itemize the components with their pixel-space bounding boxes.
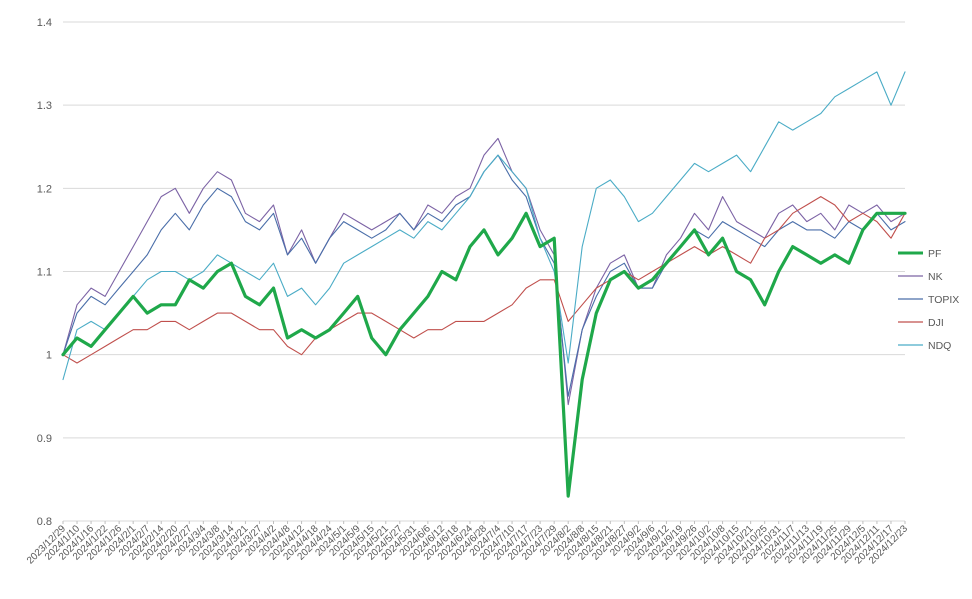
y-tick-label: 1.4	[37, 17, 52, 29]
x-axis-ticks: 2023/12/292024/1/102024/1/162024/1/22202…	[25, 521, 910, 567]
y-tick-label: 1.3	[37, 100, 52, 112]
y-tick-label: 0.9	[37, 433, 52, 445]
y-tick-label: 1.1	[37, 267, 52, 279]
y-tick-label: 1	[46, 350, 52, 362]
y-axis-ticks: 0.8 0.9 1 1.1 1.2 1.3 1.4	[37, 17, 52, 528]
legend: PF NK TOPIX DJI NDQ	[898, 248, 959, 352]
legend-label-ndq: NDQ	[928, 340, 951, 352]
legend-label-pf: PF	[928, 248, 941, 260]
legend-label-dji: DJI	[928, 317, 944, 329]
y-tick-label: 0.8	[37, 516, 52, 528]
series-line-ndq	[62, 71, 906, 381]
series-line-topix	[62, 154, 906, 397]
y-tick-label: 1.2	[37, 183, 52, 195]
legend-label-topix: TOPIX	[928, 294, 959, 306]
series-line-dji	[62, 196, 906, 364]
series-lines	[61, 71, 907, 498]
legend-label-nk: NK	[928, 271, 943, 283]
series-line-pf	[61, 211, 907, 498]
